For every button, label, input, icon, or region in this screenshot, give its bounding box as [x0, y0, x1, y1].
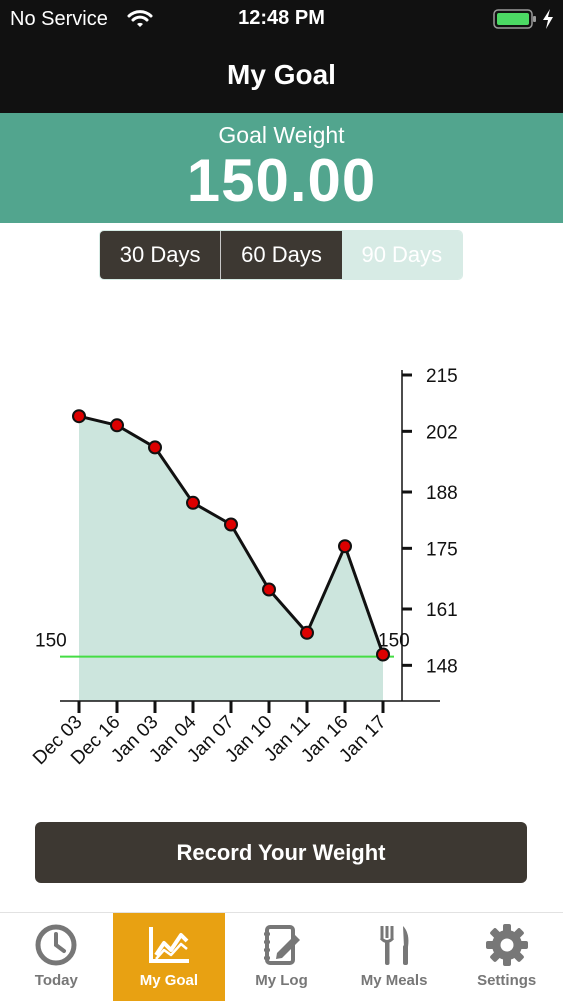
tab-my-meals[interactable]: My Meals [338, 913, 451, 1001]
y-tick-label: 175 [426, 539, 458, 560]
gear-icon [485, 924, 528, 966]
wifi-icon [127, 10, 153, 27]
tab-bar: Today My Goal My Log [0, 912, 563, 1001]
y-tick-label: 161 [426, 600, 458, 621]
range-tab-30-days[interactable]: 30 Days [100, 231, 221, 279]
range-tab-90-days[interactable]: 90 Days [341, 231, 462, 279]
range-tab-60-days[interactable]: 60 Days [220, 231, 342, 279]
y-tick-label: 202 [426, 422, 458, 443]
tab-today[interactable]: Today [0, 913, 113, 1001]
goal-weight-value: 150.00 [186, 147, 377, 214]
notebook-pencil-icon [264, 925, 301, 965]
navigation-bar: My Goal [0, 40, 563, 113]
carrier-label: No Service [10, 8, 108, 30]
fork-knife-icon [379, 926, 409, 965]
tab-my-goal[interactable]: My Goal [112, 913, 226, 1001]
tab-today-label: Today [34, 972, 78, 989]
record-weight-button[interactable]: Record Your Weight [35, 822, 527, 883]
data-point [186, 495, 200, 510]
status-time: 12:48 PM [238, 7, 325, 29]
tab-my-log[interactable]: My Log [225, 913, 338, 1001]
goal-weight-banner: Goal Weight 150.00 [0, 113, 563, 223]
chart-icon [148, 927, 189, 963]
tab-my-log-label: My Log [255, 972, 308, 989]
status-bar: No Service 12:48 PM [0, 0, 563, 40]
y-tick-label: 148 [426, 656, 458, 677]
y-tick-label: 188 [426, 483, 458, 504]
tab-settings-label: Settings [477, 972, 537, 989]
goal-label-right: 150 [378, 631, 410, 652]
clock-icon [35, 924, 77, 966]
range-segmented-control: 30 Days 60 Days 90 Days [99, 230, 463, 280]
data-point [72, 409, 86, 424]
tab-my-goal-label: My Goal [139, 972, 199, 989]
data-point [376, 647, 390, 662]
data-point [338, 539, 352, 554]
charging-bolt-icon [543, 9, 553, 29]
tab-my-meals-label: My Meals [360, 972, 428, 989]
data-point [300, 625, 314, 640]
page-title: My Goal [227, 59, 336, 90]
chart-area [79, 416, 383, 701]
data-point [262, 582, 276, 597]
data-point [148, 440, 162, 455]
data-point [110, 418, 124, 433]
goal-label-left: 150 [35, 631, 67, 652]
data-point [224, 517, 238, 532]
goal-weight-label: Goal Weight [218, 122, 345, 148]
y-tick-label: 215 [426, 366, 458, 387]
battery-icon [493, 9, 536, 29]
tab-settings[interactable]: Settings [450, 913, 563, 1001]
